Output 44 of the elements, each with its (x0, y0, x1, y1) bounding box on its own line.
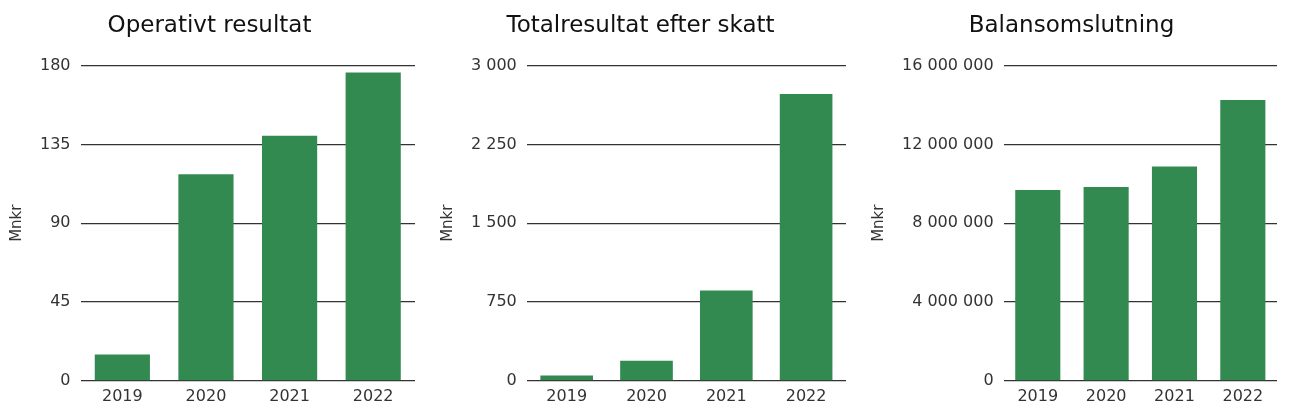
y-tick-label: 4 000 000 (912, 291, 994, 311)
y-tick-label: 0 (60, 369, 71, 389)
y-tick-label: 135 (39, 133, 71, 153)
x-tick-label: 2022 (1222, 385, 1264, 405)
x-tick-label: 2019 (1017, 385, 1059, 405)
x-tick-label: 2021 (705, 385, 747, 405)
x-tick-label: 2021 (269, 385, 310, 405)
bar (261, 135, 318, 381)
y-axis-title: Mnkr (437, 203, 456, 242)
x-tick-label: 2019 (546, 385, 588, 405)
bar (1151, 166, 1198, 381)
y-tick-label: 750 (486, 291, 517, 311)
bar (178, 174, 234, 381)
bar (779, 93, 833, 381)
chart-title: Balansomslutning (968, 10, 1175, 37)
bar (699, 290, 753, 381)
x-tick-label: 2022 (352, 385, 394, 405)
y-axis-title: Mnkr (6, 203, 25, 242)
bar (94, 354, 150, 381)
y-tick-label: 12 000 000 (902, 133, 994, 153)
x-tick-label: 2020 (626, 385, 667, 405)
y-tick-label: 3 000 (470, 54, 517, 74)
bar (1083, 186, 1129, 381)
y-tick-label: 90 (50, 212, 71, 232)
chart-title: Totalresultat efter skatt (505, 10, 775, 37)
y-axis-title: Mnkr (868, 203, 887, 242)
x-tick-label: 2022 (785, 385, 827, 405)
y-tick-label: 45 (50, 291, 71, 311)
bar (1220, 99, 1266, 381)
x-tick-label: 2021 (1154, 385, 1195, 405)
y-tick-label: 0 (506, 369, 517, 389)
x-tick-label: 2020 (185, 385, 227, 405)
y-tick-label: 1 500 (470, 212, 517, 232)
x-tick-label: 2020 (1085, 385, 1127, 405)
y-tick-label: 8 000 000 (912, 212, 994, 232)
x-tick-label: 2019 (101, 385, 143, 405)
bar (1015, 189, 1061, 381)
y-tick-label: 16 000 000 (902, 54, 994, 74)
y-tick-label: 0 (983, 369, 994, 389)
y-tick-label: 2 250 (470, 133, 517, 153)
bar (345, 72, 401, 381)
bar (620, 360, 673, 381)
chart-title: Operativt resultat (107, 10, 312, 37)
y-tick-label: 180 (39, 54, 71, 74)
